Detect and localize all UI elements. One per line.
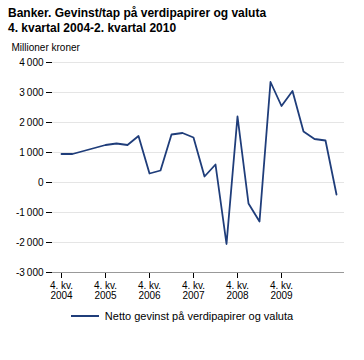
- svg-text:2 000: 2 000: [19, 117, 44, 128]
- svg-text:-2 000: -2 000: [16, 237, 44, 248]
- svg-text:4. kv.2006: 4. kv.2006: [138, 280, 161, 301]
- svg-text:-3 000: -3 000: [16, 267, 44, 278]
- svg-text:4. kv.2005: 4. kv.2005: [94, 280, 117, 301]
- svg-text:4. kv.2008: 4. kv.2008: [226, 280, 249, 301]
- svg-text:0: 0: [38, 177, 44, 188]
- svg-text:Millioner kroner: Millioner kroner: [12, 42, 81, 53]
- html-text:4. kvartal 2004-2. kvartal 201: 4. kvartal 2004-2. kvartal 2010: [8, 21, 177, 35]
- svg-text:-1 000: -1 000: [16, 207, 44, 218]
- svg-text:3 000: 3 000: [19, 87, 44, 98]
- svg-text:1 000: 1 000: [19, 147, 44, 158]
- svg-text:4. kv.2007: 4. kv.2007: [182, 280, 205, 301]
- html-text:Netto gevinst på verdipapirer: Netto gevinst på verdipapirer og valuta: [104, 310, 294, 322]
- svg-text:4 000: 4 000: [19, 57, 44, 68]
- svg-text:4. kv.2004: 4. kv.2004: [50, 280, 73, 301]
- html-text:Banker. Gevinst/tap på verdipa: Banker. Gevinst/tap på verdipapirer og v…: [8, 6, 267, 20]
- svg-text:4. kv.2009: 4. kv.2009: [270, 280, 293, 301]
